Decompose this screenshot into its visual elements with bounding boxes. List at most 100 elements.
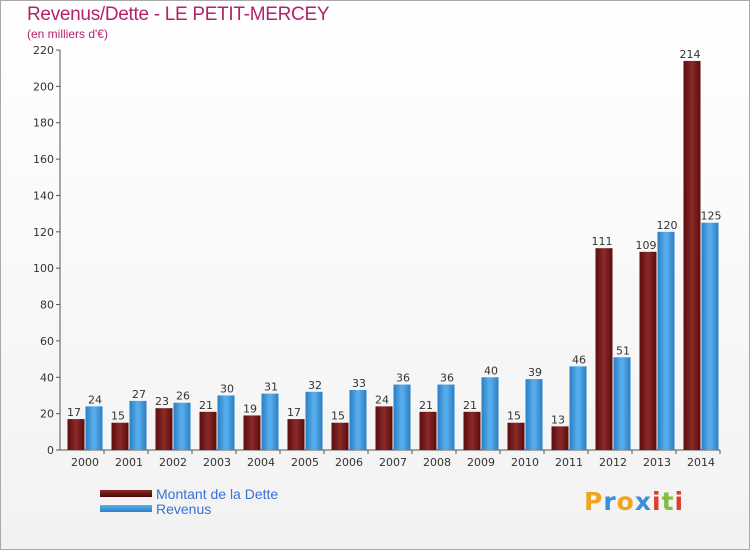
data-label-revenue: 36 (396, 372, 410, 385)
y-tick-label: 160 (33, 153, 54, 166)
data-label-revenue: 31 (264, 381, 278, 394)
bar-revenue (437, 384, 455, 450)
bar-revenue (525, 379, 543, 450)
data-label-debt: 15 (111, 410, 125, 423)
data-label-revenue: 26 (176, 390, 190, 403)
bar-debt (595, 248, 613, 450)
y-tick-label: 40 (40, 371, 54, 384)
bar-debt (243, 415, 261, 450)
x-tick-label: 2002 (159, 456, 187, 469)
data-label-debt: 23 (155, 395, 169, 408)
legend-item-revenue: Revenus (100, 500, 278, 517)
bar-debt (375, 406, 393, 450)
x-tick-label: 2006 (335, 456, 363, 469)
x-tick-label: 2007 (379, 456, 407, 469)
chart-title: Revenus/Dette - LE PETIT-MERCEY (27, 4, 330, 25)
data-label-revenue: 46 (572, 353, 586, 366)
x-tick-label: 2014 (687, 456, 715, 469)
bar-debt (683, 60, 701, 451)
data-label-debt: 109 (636, 239, 657, 252)
data-label-debt: 17 (67, 406, 81, 419)
data-label-debt: 21 (199, 399, 213, 412)
x-tick-label: 2004 (247, 456, 275, 469)
data-label-revenue: 33 (352, 377, 366, 390)
bar-debt (419, 411, 437, 450)
x-tick-label: 2003 (203, 456, 231, 469)
x-tick-label: 2011 (555, 456, 583, 469)
bar-revenue (85, 406, 103, 450)
data-label-revenue: 36 (440, 372, 454, 385)
proxiti-logo: Proxiti (584, 487, 684, 516)
data-label-debt: 21 (419, 399, 433, 412)
y-tick-label: 80 (40, 299, 54, 312)
data-label-debt: 214 (680, 48, 701, 61)
bar-debt (199, 411, 217, 450)
legend-label-debt: Montant de la Dette (156, 485, 279, 502)
data-label-revenue: 120 (657, 219, 678, 232)
x-tick-label: 2012 (599, 456, 627, 469)
logo-letter: i (674, 487, 685, 516)
data-label-debt: 24 (375, 393, 389, 406)
data-label-debt: 21 (463, 399, 477, 412)
data-label-debt: 19 (243, 402, 257, 415)
bar-debt (551, 426, 569, 450)
data-label-debt: 111 (592, 235, 613, 248)
data-label-revenue: 40 (484, 364, 498, 377)
bar-debt (67, 419, 85, 450)
legend-swatch-debt (100, 490, 152, 497)
data-label-revenue: 51 (616, 344, 630, 357)
data-label-debt: 15 (331, 410, 345, 423)
x-tick-label: 2000 (71, 456, 99, 469)
x-tick-label: 2013 (643, 456, 671, 469)
bar-debt (331, 422, 349, 450)
bar-revenue (613, 357, 631, 450)
logo-letter: t (661, 487, 675, 516)
x-tick-label: 2009 (467, 456, 495, 469)
x-tick-label: 2010 (511, 456, 539, 469)
y-tick-label: 180 (33, 117, 54, 130)
logo-letter: i (652, 487, 662, 516)
legend-label-revenue: Revenus (156, 500, 212, 517)
data-label-debt: 13 (551, 413, 565, 426)
bar-revenue (393, 384, 411, 450)
x-tick-label: 2005 (291, 456, 319, 469)
y-tick-label: 100 (33, 262, 54, 275)
legend-item-debt: Montant de la Dette (100, 485, 279, 502)
y-tick-label: 220 (33, 44, 54, 57)
bar-revenue (569, 366, 587, 450)
bar-debt (111, 422, 129, 450)
bar-revenue (261, 393, 279, 450)
y-tick-label: 0 (47, 444, 54, 457)
data-label-debt: 17 (287, 406, 301, 419)
data-label-revenue: 24 (88, 393, 102, 406)
data-label-revenue: 125 (701, 210, 722, 223)
data-label-revenue: 32 (308, 379, 322, 392)
bar-revenue (349, 390, 367, 450)
bar-revenue (129, 400, 147, 450)
data-label-revenue: 39 (528, 366, 542, 379)
data-label-revenue: 27 (132, 388, 146, 401)
legend: Montant de la Dette Revenus (100, 485, 279, 517)
y-tick-label: 20 (40, 408, 54, 421)
logo-letter: P (584, 487, 604, 516)
bar-revenue (217, 395, 235, 450)
y-tick-label: 60 (40, 335, 54, 348)
bar-debt (463, 411, 481, 450)
bar-revenue (701, 222, 719, 450)
data-label-revenue: 30 (220, 382, 234, 395)
legend-swatch-revenue (100, 505, 152, 512)
bar-debt (155, 408, 173, 450)
x-tick-label: 2001 (115, 456, 143, 469)
bar-debt (639, 251, 657, 450)
y-tick-label: 120 (33, 226, 54, 239)
data-label-debt: 15 (507, 410, 521, 423)
logo-letter: x (634, 487, 652, 516)
logo-letter: r (603, 487, 617, 516)
bar-revenue (173, 402, 191, 450)
bar-revenue (481, 377, 499, 450)
chart-subtitle: (en milliers d'€) (27, 27, 108, 41)
y-tick-label: 200 (33, 80, 54, 93)
bar-revenue (305, 391, 323, 450)
bar-debt (507, 422, 525, 450)
